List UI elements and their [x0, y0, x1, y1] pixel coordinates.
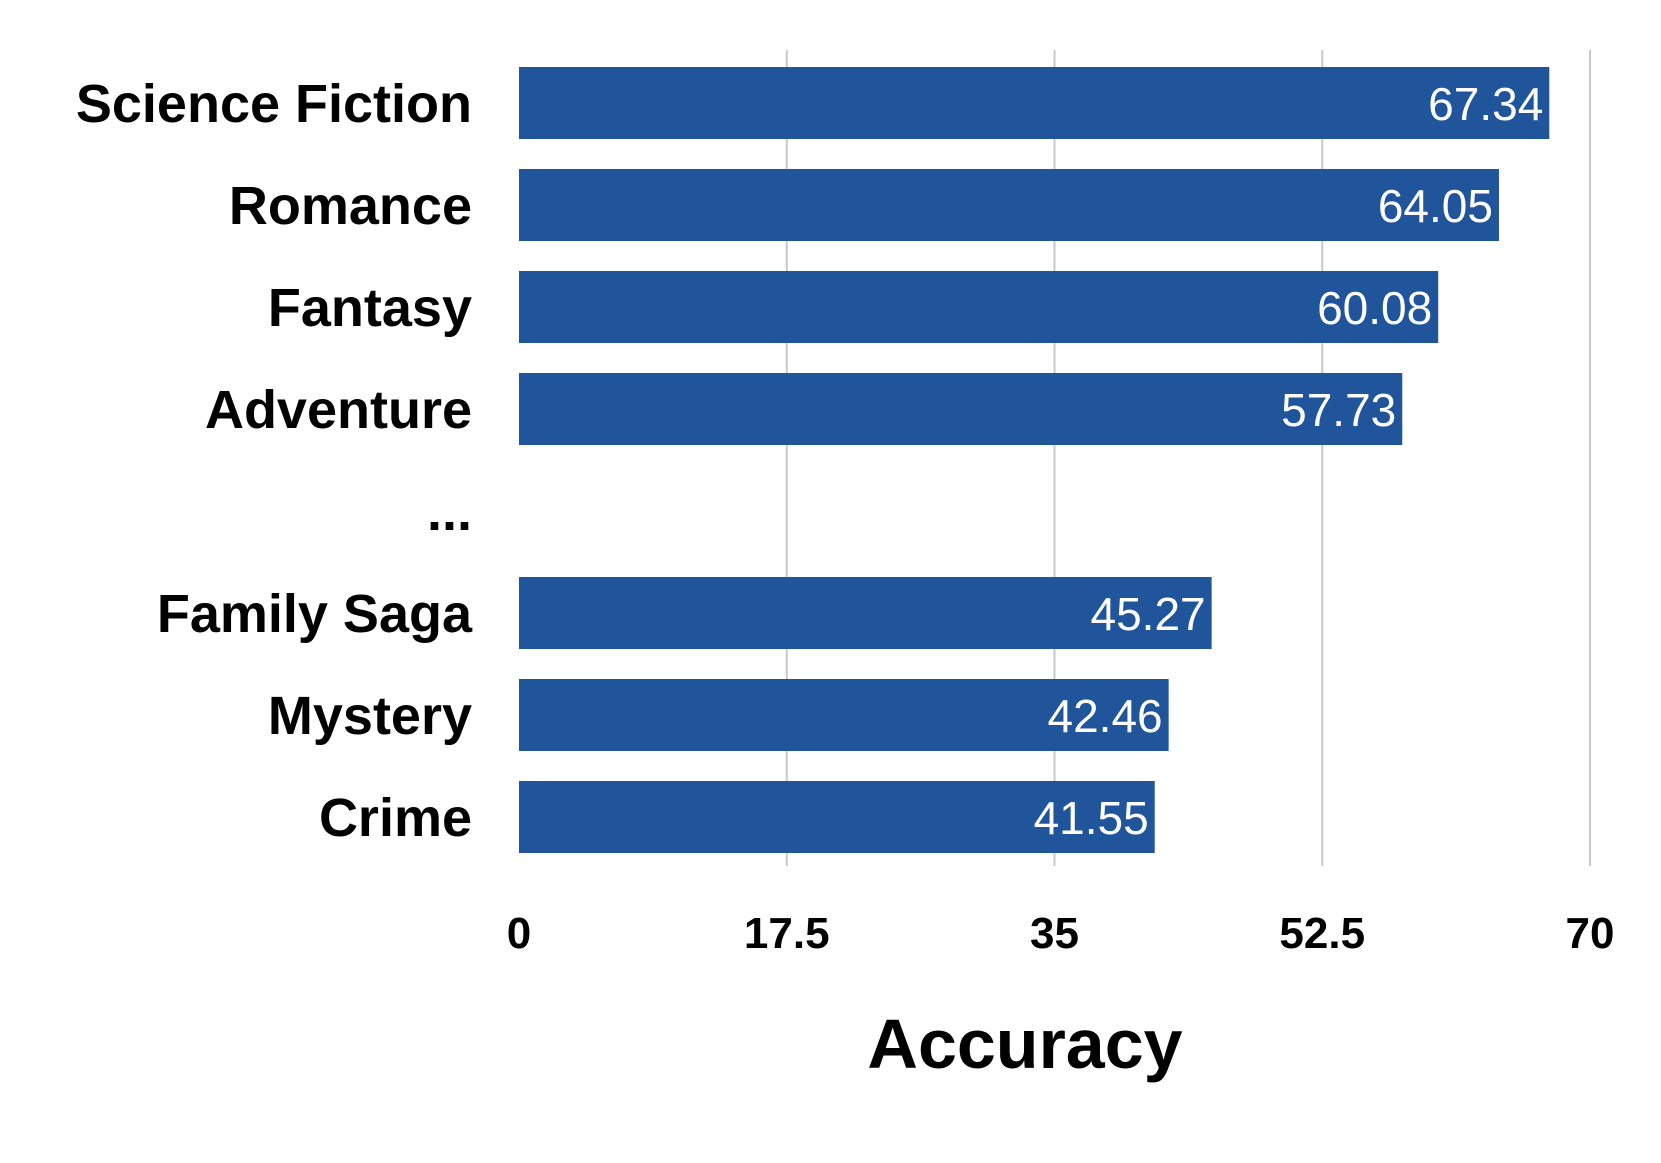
x-axis-title: Accuracy — [867, 1005, 1182, 1083]
category-label: Romance — [229, 176, 472, 236]
category-label: Adventure — [205, 380, 472, 440]
category-label: Mystery — [268, 686, 472, 746]
category-label: ... — [427, 482, 472, 542]
category-label: Science Fiction — [76, 74, 472, 134]
category-label: Family Saga — [157, 584, 473, 644]
x-tick-label: 17.5 — [744, 909, 830, 958]
category-label: Crime — [319, 788, 472, 848]
bar — [519, 169, 1499, 241]
category-label: Fantasy — [268, 278, 472, 338]
bar-value-label: 42.46 — [1048, 690, 1163, 742]
x-tick-label: 70 — [1566, 909, 1615, 958]
x-tick-label: 35 — [1030, 909, 1079, 958]
bar — [519, 271, 1439, 343]
bar-value-label: 41.55 — [1034, 792, 1149, 844]
bar-value-label: 60.08 — [1317, 282, 1432, 334]
bar — [519, 577, 1212, 649]
bar — [519, 67, 1550, 139]
bar — [519, 679, 1169, 751]
bar-value-label: 57.73 — [1281, 384, 1396, 436]
x-tick-label: 0 — [507, 909, 531, 958]
x-tick-labels: 0 17.5 35 52.5 70 — [507, 909, 1615, 958]
bars: 67.34 64.05 60.08 57.73 45.27 42.46 41.55 — [519, 67, 1550, 853]
bar — [519, 781, 1155, 853]
bar — [519, 373, 1403, 445]
bar-value-label: 64.05 — [1378, 180, 1493, 232]
bar-value-label: 45.27 — [1091, 588, 1206, 640]
category-labels: Science Fiction Romance Fantasy Adventure..… — [76, 74, 473, 848]
bar-value-label: 67.34 — [1428, 78, 1543, 130]
x-tick-label: 52.5 — [1279, 909, 1365, 958]
